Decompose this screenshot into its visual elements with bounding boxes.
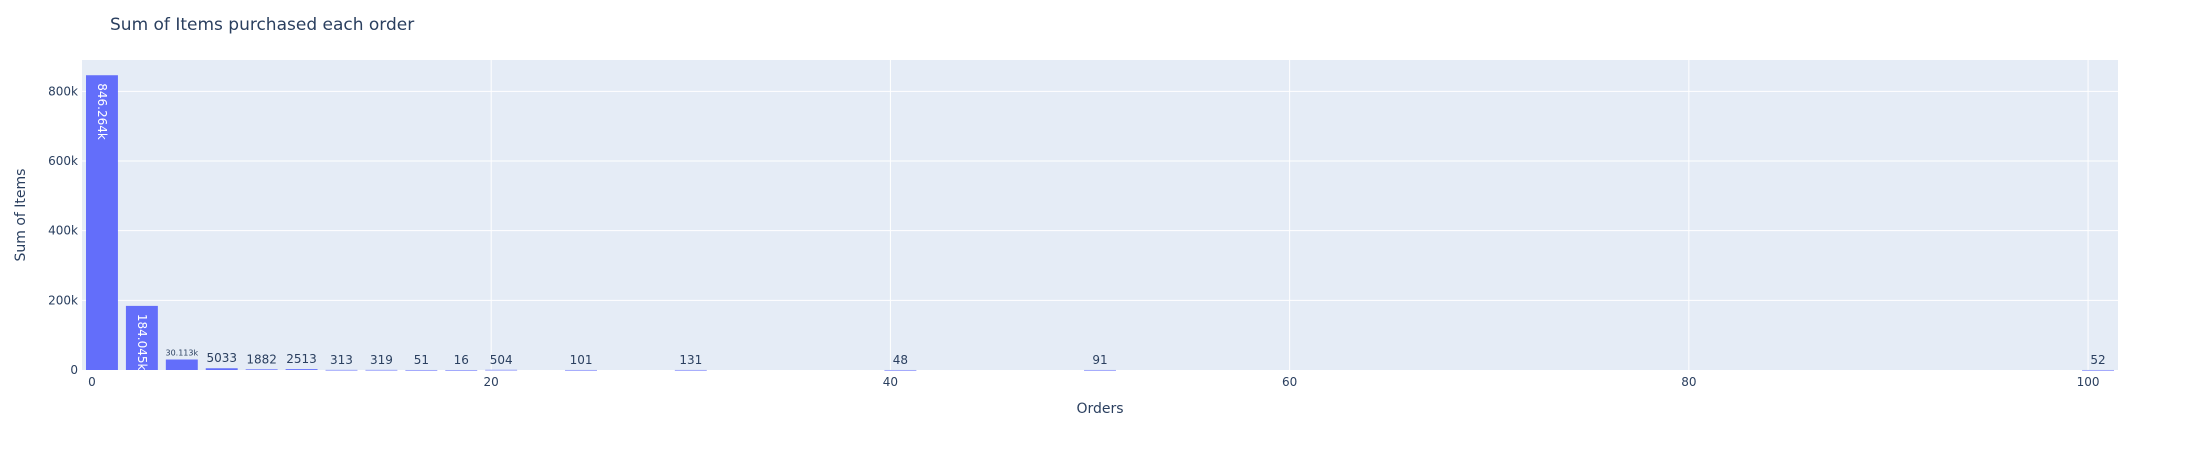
x-tick-label: 0 (88, 375, 96, 389)
bar (165, 359, 198, 370)
bar-value-label: 2513 (286, 352, 317, 366)
bar (674, 369, 707, 371)
bar (884, 369, 917, 371)
bar (445, 369, 478, 371)
bar (325, 369, 358, 371)
bar-value-label: 30.113k (165, 349, 198, 358)
bar-value-label: 51 (414, 353, 429, 367)
y-tick-label: 200k (48, 293, 78, 307)
bar-value-label: 131 (679, 353, 702, 367)
bar-value-label: 52 (2090, 353, 2105, 367)
bar (285, 369, 318, 370)
bar-value-label: 48 (893, 353, 908, 367)
bar (85, 75, 118, 370)
bar (1084, 369, 1116, 371)
x-tick-label: 80 (1681, 375, 1696, 389)
bar-value-label: 16 (454, 353, 469, 367)
bar-value-label: 1882 (246, 352, 277, 366)
bar (405, 369, 438, 371)
bar-value-label: 91 (1092, 353, 1107, 367)
bar-value-label: 504 (490, 353, 513, 367)
bars (85, 75, 2115, 371)
x-axis-ticks: 0 20 40 60 80 100 (88, 375, 2099, 389)
bar (365, 369, 398, 371)
bar (2082, 369, 2115, 371)
bar-value-label: 313 (330, 353, 353, 367)
bar (245, 369, 278, 370)
bar-value-label: 184.045k (135, 314, 149, 371)
x-tick-label: 100 (2077, 375, 2100, 389)
x-axis-title: Orders (1076, 401, 1123, 417)
bar-value-label: 101 (570, 353, 593, 367)
y-tick-label: 600k (48, 154, 78, 168)
x-tick-label: 60 (1282, 375, 1297, 389)
bar (205, 368, 238, 370)
gridlines (82, 60, 2118, 370)
x-tick-label: 20 (484, 375, 499, 389)
bar (565, 369, 597, 371)
y-tick-label: 400k (48, 224, 78, 238)
y-tick-label: 800k (48, 84, 78, 98)
chart-title: Sum of Items purchased each order (110, 15, 414, 35)
y-axis-title: Sum of Items (13, 169, 29, 262)
bar (485, 369, 518, 371)
bar-value-label: 846.264k (95, 83, 109, 140)
bar-value-label: 5033 (206, 351, 237, 365)
bar-value-label: 319 (370, 353, 393, 367)
bar-labels: 846.264k 184.045k 30.113k 5033 1882 2513 313 31… (95, 83, 2106, 370)
y-axis-ticks: 0 200k 400k 600k 800k (48, 84, 78, 377)
x-tick-label: 40 (883, 375, 898, 389)
y-tick-label: 0 (70, 363, 78, 377)
bar (125, 305, 158, 370)
plot-area (82, 60, 2118, 370)
